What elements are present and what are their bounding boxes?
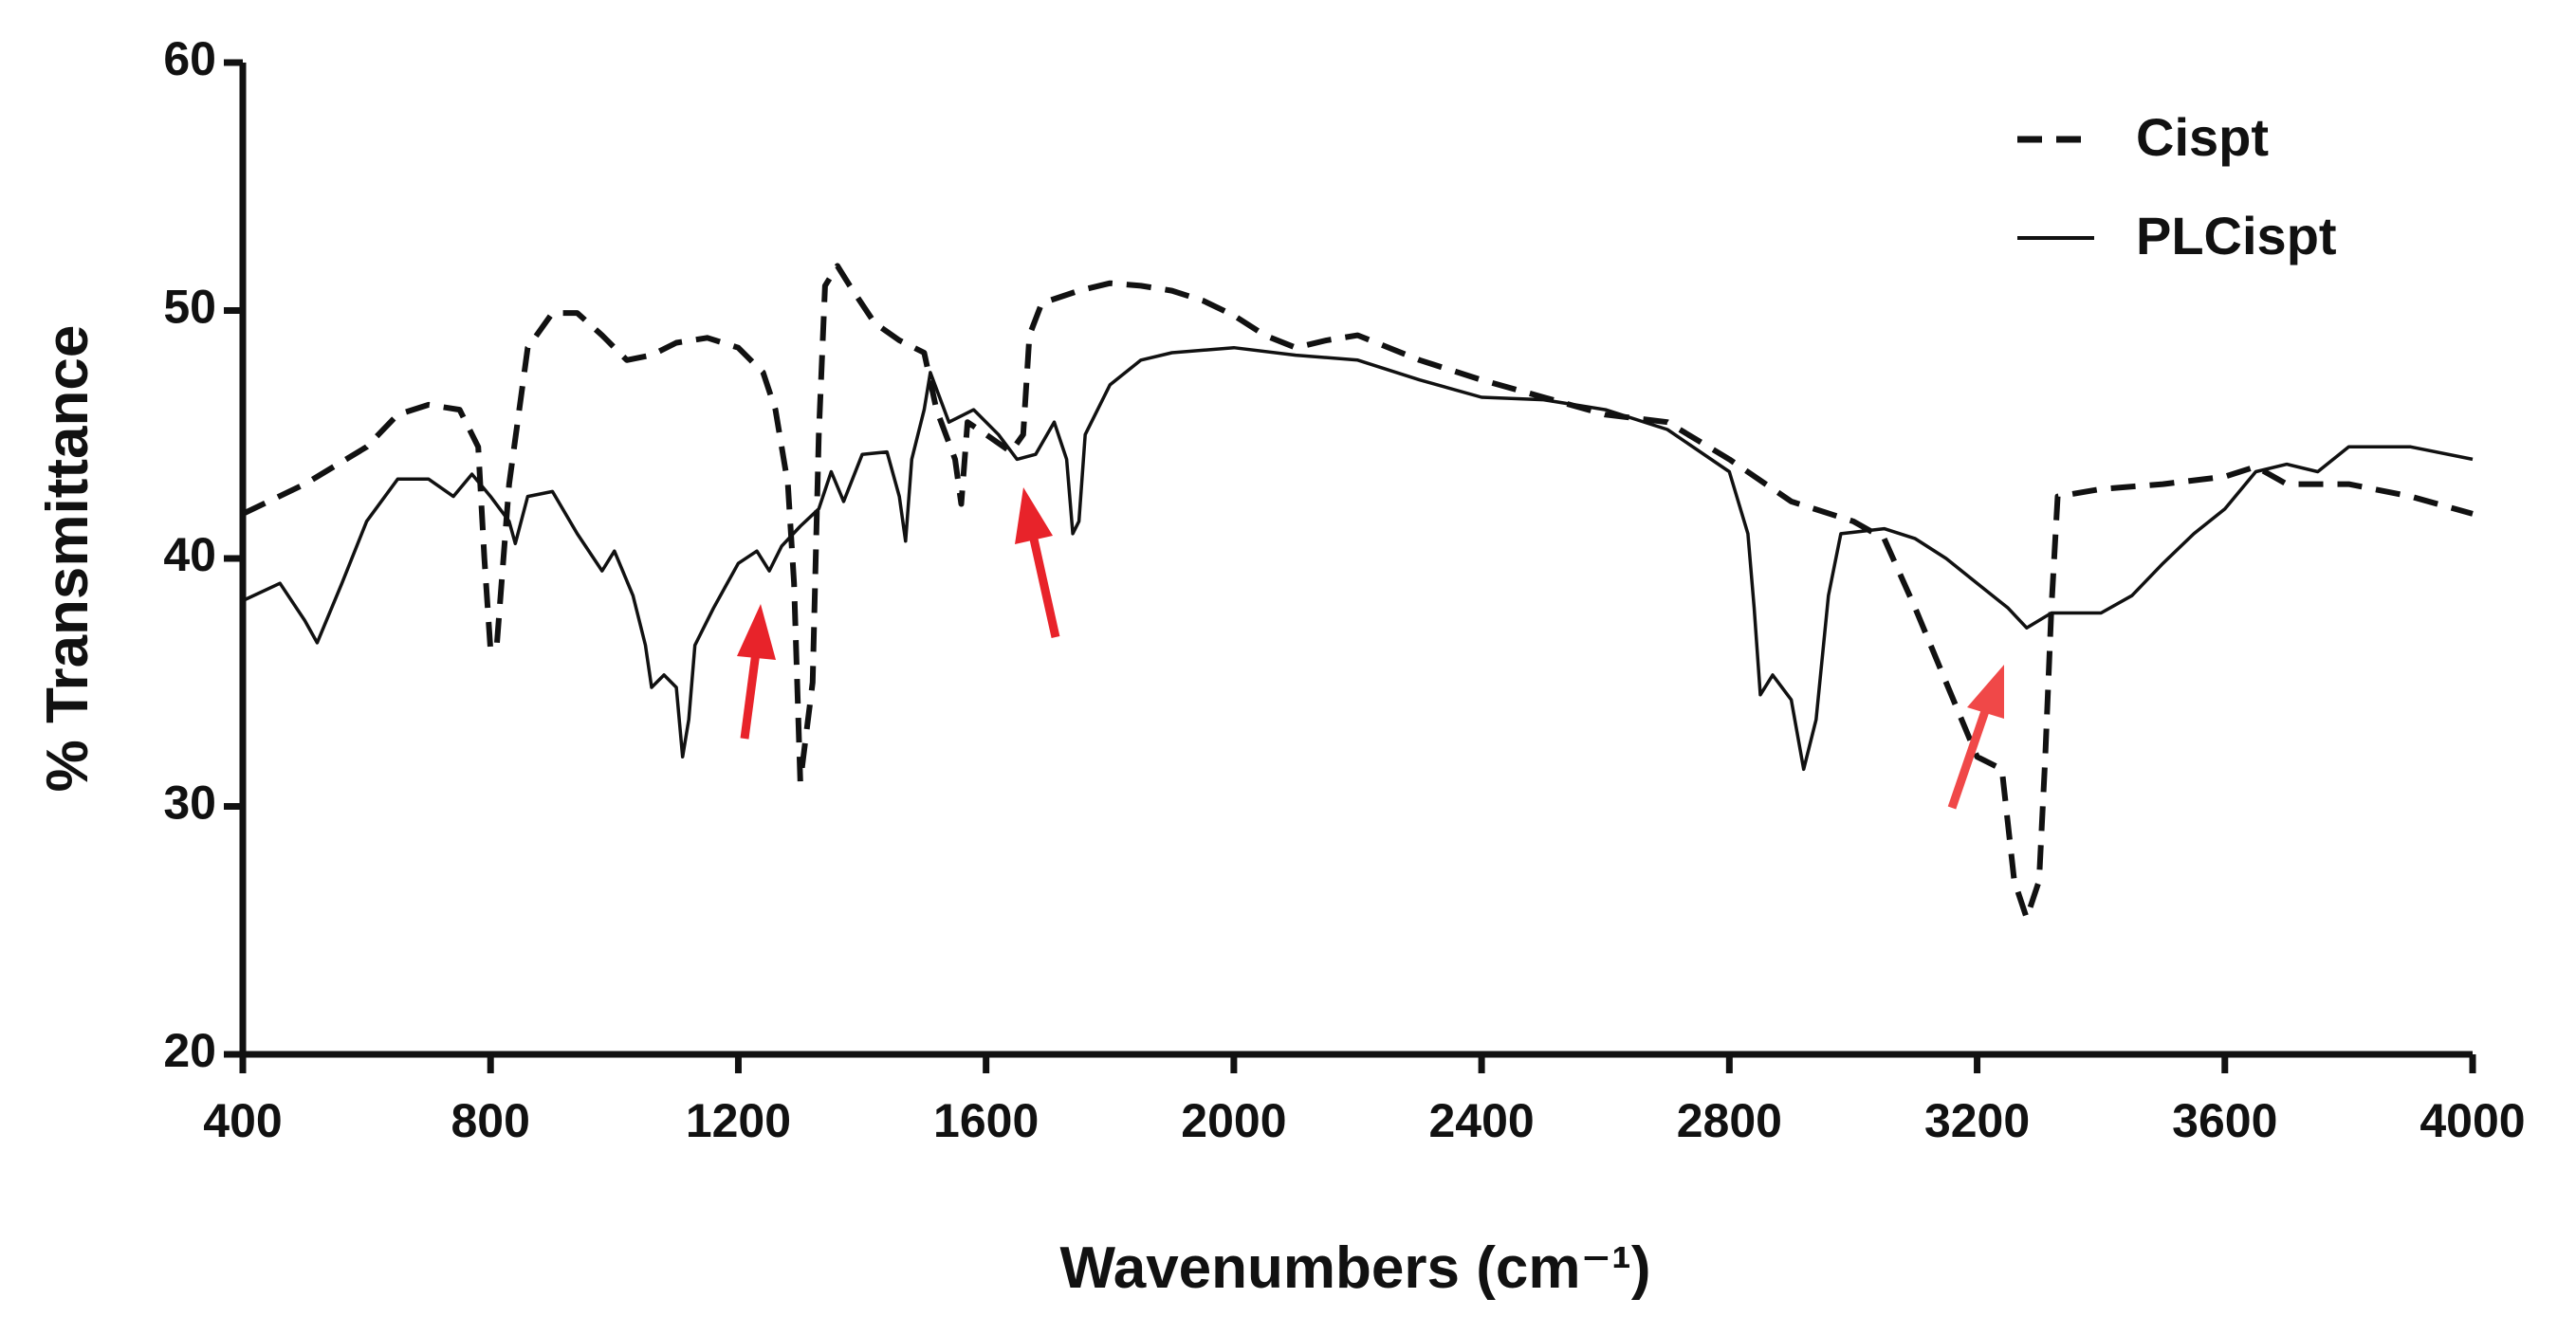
x-tick-label: 2000 (1181, 1094, 1286, 1147)
y-tick-label: 50 (163, 281, 216, 334)
arrow-head (1967, 665, 2004, 719)
x-tick-label: 3200 (1924, 1094, 2030, 1147)
arrow-shaft (1028, 534, 1060, 638)
x-axis-title: Wavenumbers (cm⁻¹) (1060, 1235, 1651, 1301)
x-tick-label: 2400 (1428, 1094, 1534, 1147)
annotations (737, 487, 2004, 810)
x-tick-label: 2800 (1677, 1094, 1782, 1147)
arrow-head (737, 604, 776, 660)
x-tick-label: 400 (203, 1094, 282, 1147)
x-tick-label: 4000 (2420, 1094, 2525, 1147)
x-tick-label: 1200 (686, 1094, 791, 1147)
legend-label: Cispt (2136, 107, 2269, 167)
y-tick-label: 20 (163, 1024, 216, 1077)
y-tick-label: 60 (163, 32, 216, 85)
series-line (242, 345, 2474, 772)
x-tick-label: 3600 (2172, 1094, 2277, 1147)
arrow-shaft (1947, 709, 1990, 810)
legend-label: PLCispt (2136, 206, 2337, 265)
plot-area (224, 59, 2476, 1073)
series-line (241, 263, 2474, 922)
arrow-head (1015, 487, 1053, 544)
x-tick-label: 1600 (933, 1094, 1039, 1147)
y-axis-title: % Transmittance (35, 325, 101, 793)
x-tick-label: 800 (451, 1094, 530, 1147)
arrow-shaft (740, 651, 761, 740)
y-tick-label: 40 (163, 528, 216, 581)
y-tick-label: 30 (163, 777, 216, 830)
